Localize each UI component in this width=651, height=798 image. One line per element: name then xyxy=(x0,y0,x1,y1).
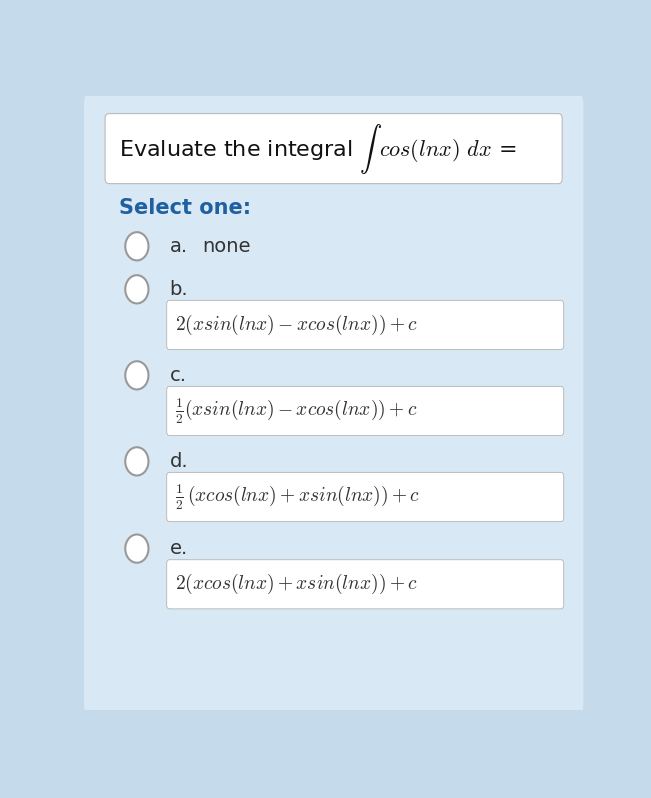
Circle shape xyxy=(125,535,148,563)
Text: Select one:: Select one: xyxy=(119,198,251,218)
Text: none: none xyxy=(202,237,251,256)
Circle shape xyxy=(125,361,148,389)
FancyBboxPatch shape xyxy=(167,300,564,350)
Text: a.: a. xyxy=(170,237,187,256)
FancyBboxPatch shape xyxy=(84,89,583,720)
Text: Evaluate the integral $\int$ $\mathit{cos(lnx)}$ $\mathit{dx}$ =: Evaluate the integral $\int$ $\mathit{co… xyxy=(119,121,517,176)
Text: c.: c. xyxy=(170,365,187,385)
Text: $2(\mathit{xcos(lnx)} + \mathit{xsin(lnx)}) + c$: $2(\mathit{xcos(lnx)} + \mathit{xsin(lnx… xyxy=(174,572,418,596)
FancyBboxPatch shape xyxy=(105,113,562,184)
Text: $2(\mathit{xsin(lnx)} - \mathit{xcos(lnx)}) + c$: $2(\mathit{xsin(lnx)} - \mathit{xcos(lnx… xyxy=(174,313,418,337)
FancyBboxPatch shape xyxy=(167,472,564,522)
Circle shape xyxy=(125,447,148,476)
Text: e.: e. xyxy=(170,539,188,558)
Text: $\frac{1}{2}\,(\mathit{xcos(lnx)} + \mathit{xsin(lnx)}) + c$: $\frac{1}{2}\,(\mathit{xcos(lnx)} + \mat… xyxy=(174,482,420,512)
Text: d.: d. xyxy=(170,452,188,471)
Text: b.: b. xyxy=(170,280,188,298)
Circle shape xyxy=(125,232,148,260)
FancyBboxPatch shape xyxy=(167,386,564,436)
FancyBboxPatch shape xyxy=(167,559,564,609)
Circle shape xyxy=(125,275,148,303)
Text: $\frac{1}{2}(\mathit{xsin(lnx)} - \mathit{xcos(lnx)}) + c$: $\frac{1}{2}(\mathit{xsin(lnx)} - \mathi… xyxy=(174,396,417,426)
